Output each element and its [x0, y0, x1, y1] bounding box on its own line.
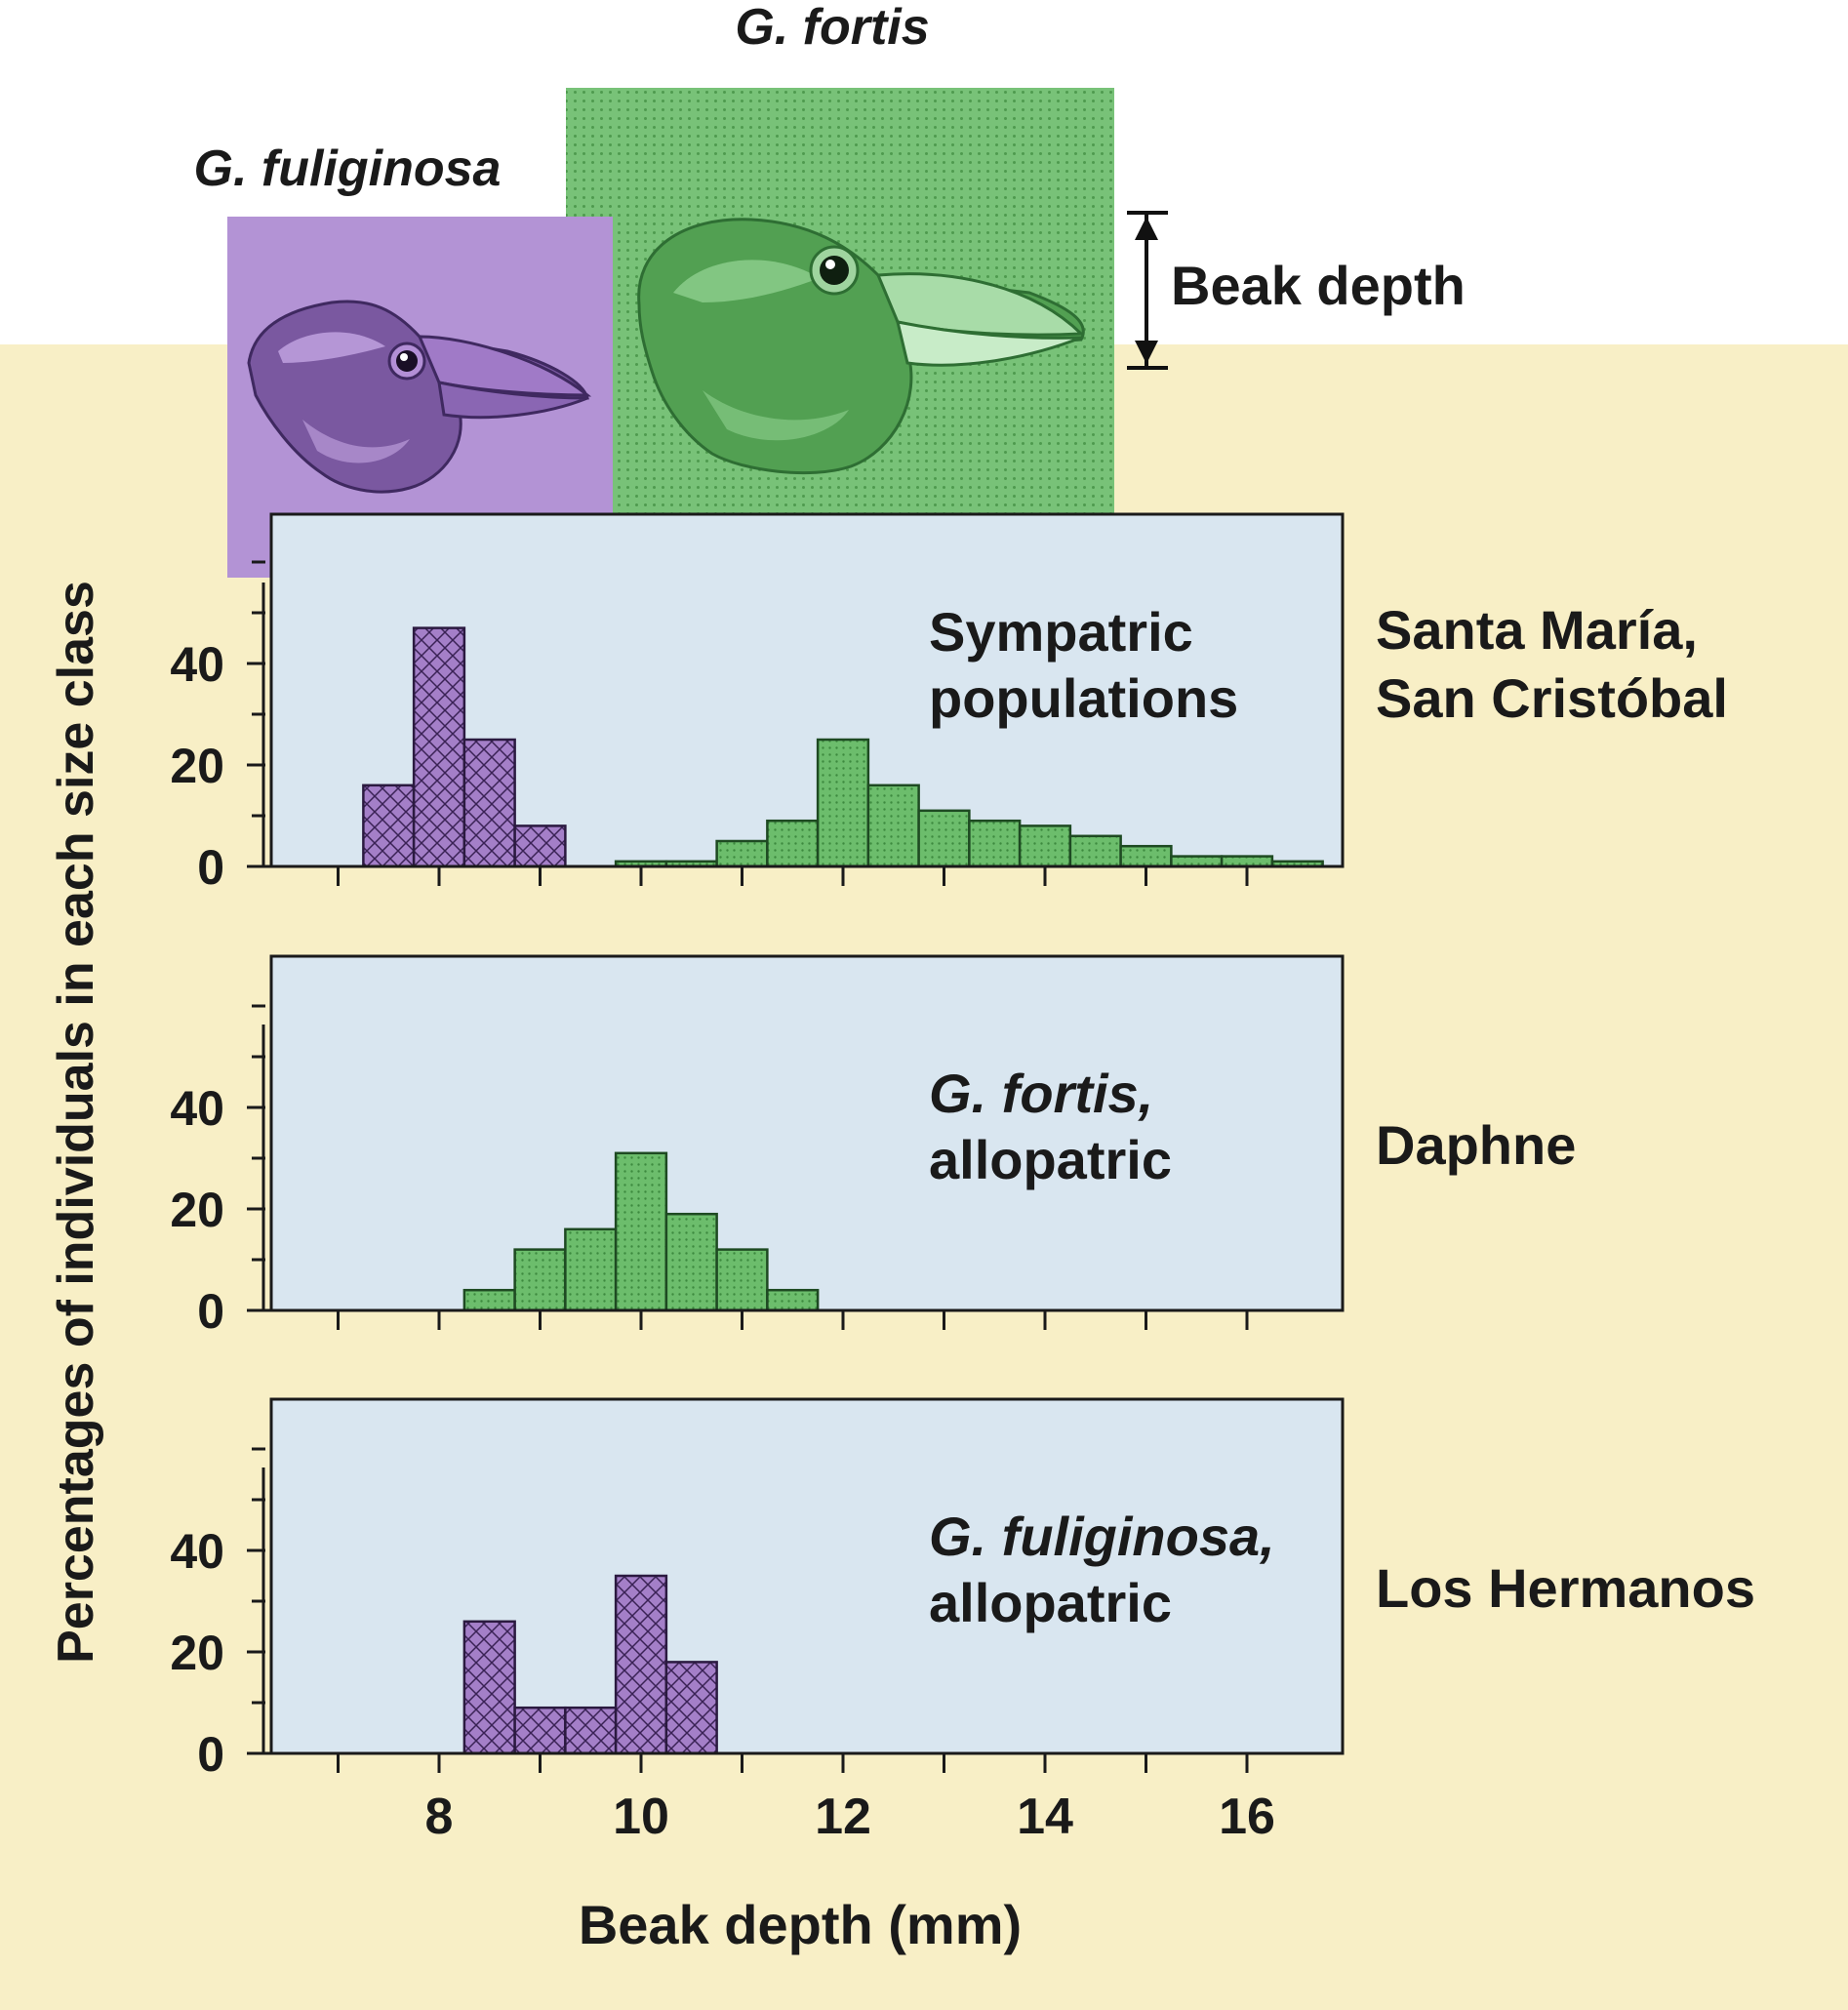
x-tick-label: 8 — [425, 1789, 454, 1845]
y-tick-label: 40 — [170, 1081, 224, 1136]
histogram-bar-fortis-4 — [614, 1151, 668, 1312]
x-tick-label: 16 — [1219, 1789, 1275, 1845]
histogram-bar-fuliginosa-2 — [513, 1706, 567, 1755]
histogram-bar-fuliginosa-3 — [462, 738, 516, 868]
y-axis-title: Percentages of individuals in each size … — [48, 581, 104, 1664]
fortis-title: G. fortis — [735, 0, 929, 56]
histogram-bar-fortis-11 — [1119, 844, 1173, 868]
histogram-bar-fortis-6 — [715, 1248, 769, 1312]
histogram-bar-fortis-5 — [664, 1212, 718, 1312]
panel-label-line: G. fuliginosa, — [929, 1506, 1275, 1567]
y-tick-label: 40 — [170, 637, 224, 692]
histogram-panel-2: 0 20 40 G. fortis,allopatric Daphne — [170, 954, 1576, 1339]
histogram-bar-fortis-5 — [816, 738, 870, 868]
histogram-bar-fuliginosa-4 — [614, 1574, 668, 1755]
histogram-bar-fortis-2 — [513, 1248, 567, 1312]
histogram-bar-fortis-8 — [968, 819, 1022, 868]
panel-background — [269, 1397, 1345, 1755]
histogram-bar-fuliginosa-2 — [412, 626, 466, 868]
histogram-bar-fuliginosa-3 — [564, 1706, 618, 1755]
histogram-bar-fortis-9 — [1018, 824, 1072, 868]
histogram-bar-fortis-10 — [1068, 834, 1122, 868]
fuliginosa-title: G. fuliginosa — [194, 141, 502, 197]
x-tick-label: 10 — [613, 1789, 669, 1845]
histogram-bar-fuliginosa-1 — [362, 784, 416, 868]
histogram-bar-fuliginosa-4 — [513, 824, 567, 868]
panel-label-line: allopatric — [929, 1129, 1172, 1190]
histogram-bar-fortis-7 — [917, 809, 971, 868]
y-tick-label: 40 — [170, 1524, 224, 1579]
histogram-panel-3: 0 20 40 8 10 12 14 16 G. fuliginosa,allopatric Lo… — [170, 1397, 1755, 1845]
histogram-bar-fuliginosa-1 — [462, 1620, 516, 1755]
histogram-bar-fortis-12 — [1170, 855, 1224, 868]
histogram-bar-fortis-3 — [715, 839, 769, 868]
location-label: Los Hermanos — [1376, 1557, 1755, 1619]
histogram-bar-fortis-3 — [564, 1227, 618, 1312]
x-axis-title: Beak depth (mm) — [579, 1894, 1022, 1955]
y-tick-label: 0 — [197, 1727, 224, 1782]
location-label: Santa María, — [1376, 599, 1698, 661]
beak-depth-indicator — [1127, 211, 1168, 370]
y-tick-label: 0 — [197, 1284, 224, 1339]
x-tick-label: 14 — [1017, 1789, 1073, 1845]
panel-label-line: Sympatric — [929, 601, 1193, 663]
histogram-bar-fortis-1 — [462, 1288, 516, 1312]
y-tick-label: 20 — [170, 1626, 224, 1680]
histogram-bar-fortis-6 — [866, 784, 920, 868]
location-label: Daphne — [1376, 1114, 1576, 1176]
histogram-bar-fortis-7 — [766, 1288, 820, 1312]
histogram-bar-fortis-4 — [766, 819, 820, 868]
fortis-illustration — [566, 88, 1114, 539]
histogram-bar-fortis-13 — [1220, 855, 1274, 868]
panel-label-line: allopatric — [929, 1572, 1172, 1633]
panel-label-line: populations — [929, 667, 1238, 729]
y-tick-label: 20 — [170, 739, 224, 793]
y-tick-label: 20 — [170, 1183, 224, 1237]
beak-depth-label: Beak depth — [1171, 255, 1466, 316]
x-tick-label: 12 — [815, 1789, 871, 1845]
location-label: San Cristóbal — [1376, 667, 1728, 729]
histogram-bar-fuliginosa-5 — [664, 1661, 718, 1755]
y-tick-label: 0 — [197, 840, 224, 895]
panel-background — [269, 954, 1345, 1312]
panel-label-line: G. fortis, — [929, 1063, 1153, 1124]
